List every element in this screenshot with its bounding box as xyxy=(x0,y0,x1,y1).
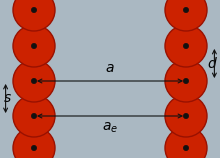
Text: $a$: $a$ xyxy=(105,61,115,75)
Circle shape xyxy=(31,7,37,13)
Circle shape xyxy=(183,7,189,13)
Circle shape xyxy=(31,145,37,151)
Text: $s$: $s$ xyxy=(3,91,12,106)
Circle shape xyxy=(183,78,189,84)
Circle shape xyxy=(13,25,55,67)
Circle shape xyxy=(165,25,207,67)
Circle shape xyxy=(13,0,55,31)
Text: $d$: $d$ xyxy=(207,56,218,71)
Circle shape xyxy=(165,60,207,102)
Circle shape xyxy=(165,95,207,137)
Circle shape xyxy=(183,145,189,151)
Circle shape xyxy=(13,127,55,158)
Circle shape xyxy=(31,113,37,119)
Circle shape xyxy=(31,43,37,49)
Text: $a_e$: $a_e$ xyxy=(102,121,118,135)
Circle shape xyxy=(31,78,37,84)
Circle shape xyxy=(183,113,189,119)
Circle shape xyxy=(165,0,207,31)
Circle shape xyxy=(13,60,55,102)
Circle shape xyxy=(13,95,55,137)
Circle shape xyxy=(165,127,207,158)
Circle shape xyxy=(183,43,189,49)
